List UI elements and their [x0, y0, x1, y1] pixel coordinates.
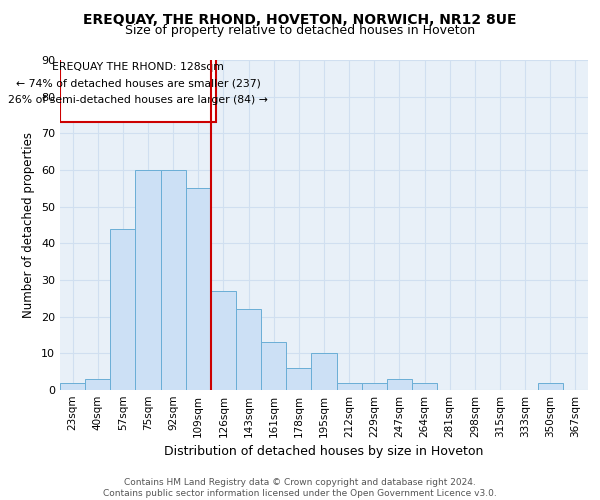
Bar	[538, 382, 563, 390]
Y-axis label: Number of detached properties: Number of detached properties	[22, 132, 35, 318]
Text: 26% of semi-detached houses are larger (84) →: 26% of semi-detached houses are larger (…	[8, 96, 268, 106]
Bar	[261, 342, 286, 390]
Text: EREQUAY THE RHOND: 128sqm: EREQUAY THE RHOND: 128sqm	[52, 62, 224, 72]
Text: ← 74% of detached houses are smaller (237): ← 74% of detached houses are smaller (23…	[16, 79, 260, 89]
Text: EREQUAY, THE RHOND, HOVETON, NORWICH, NR12 8UE: EREQUAY, THE RHOND, HOVETON, NORWICH, NR…	[83, 12, 517, 26]
Bar	[161, 170, 186, 390]
Bar	[236, 310, 261, 390]
Bar	[211, 291, 236, 390]
Text: Size of property relative to detached houses in Hoveton: Size of property relative to detached ho…	[125, 24, 475, 37]
Bar	[311, 354, 337, 390]
Bar	[337, 382, 362, 390]
X-axis label: Distribution of detached houses by size in Hoveton: Distribution of detached houses by size …	[164, 446, 484, 458]
Bar	[110, 228, 136, 390]
Bar	[362, 382, 387, 390]
Bar	[85, 379, 110, 390]
Bar	[136, 170, 161, 390]
Bar	[186, 188, 211, 390]
Text: Contains HM Land Registry data © Crown copyright and database right 2024.
Contai: Contains HM Land Registry data © Crown c…	[103, 478, 497, 498]
Bar	[412, 382, 437, 390]
Bar	[60, 382, 85, 390]
Bar	[387, 379, 412, 390]
Bar	[286, 368, 311, 390]
Bar	[60, 58, 216, 122]
